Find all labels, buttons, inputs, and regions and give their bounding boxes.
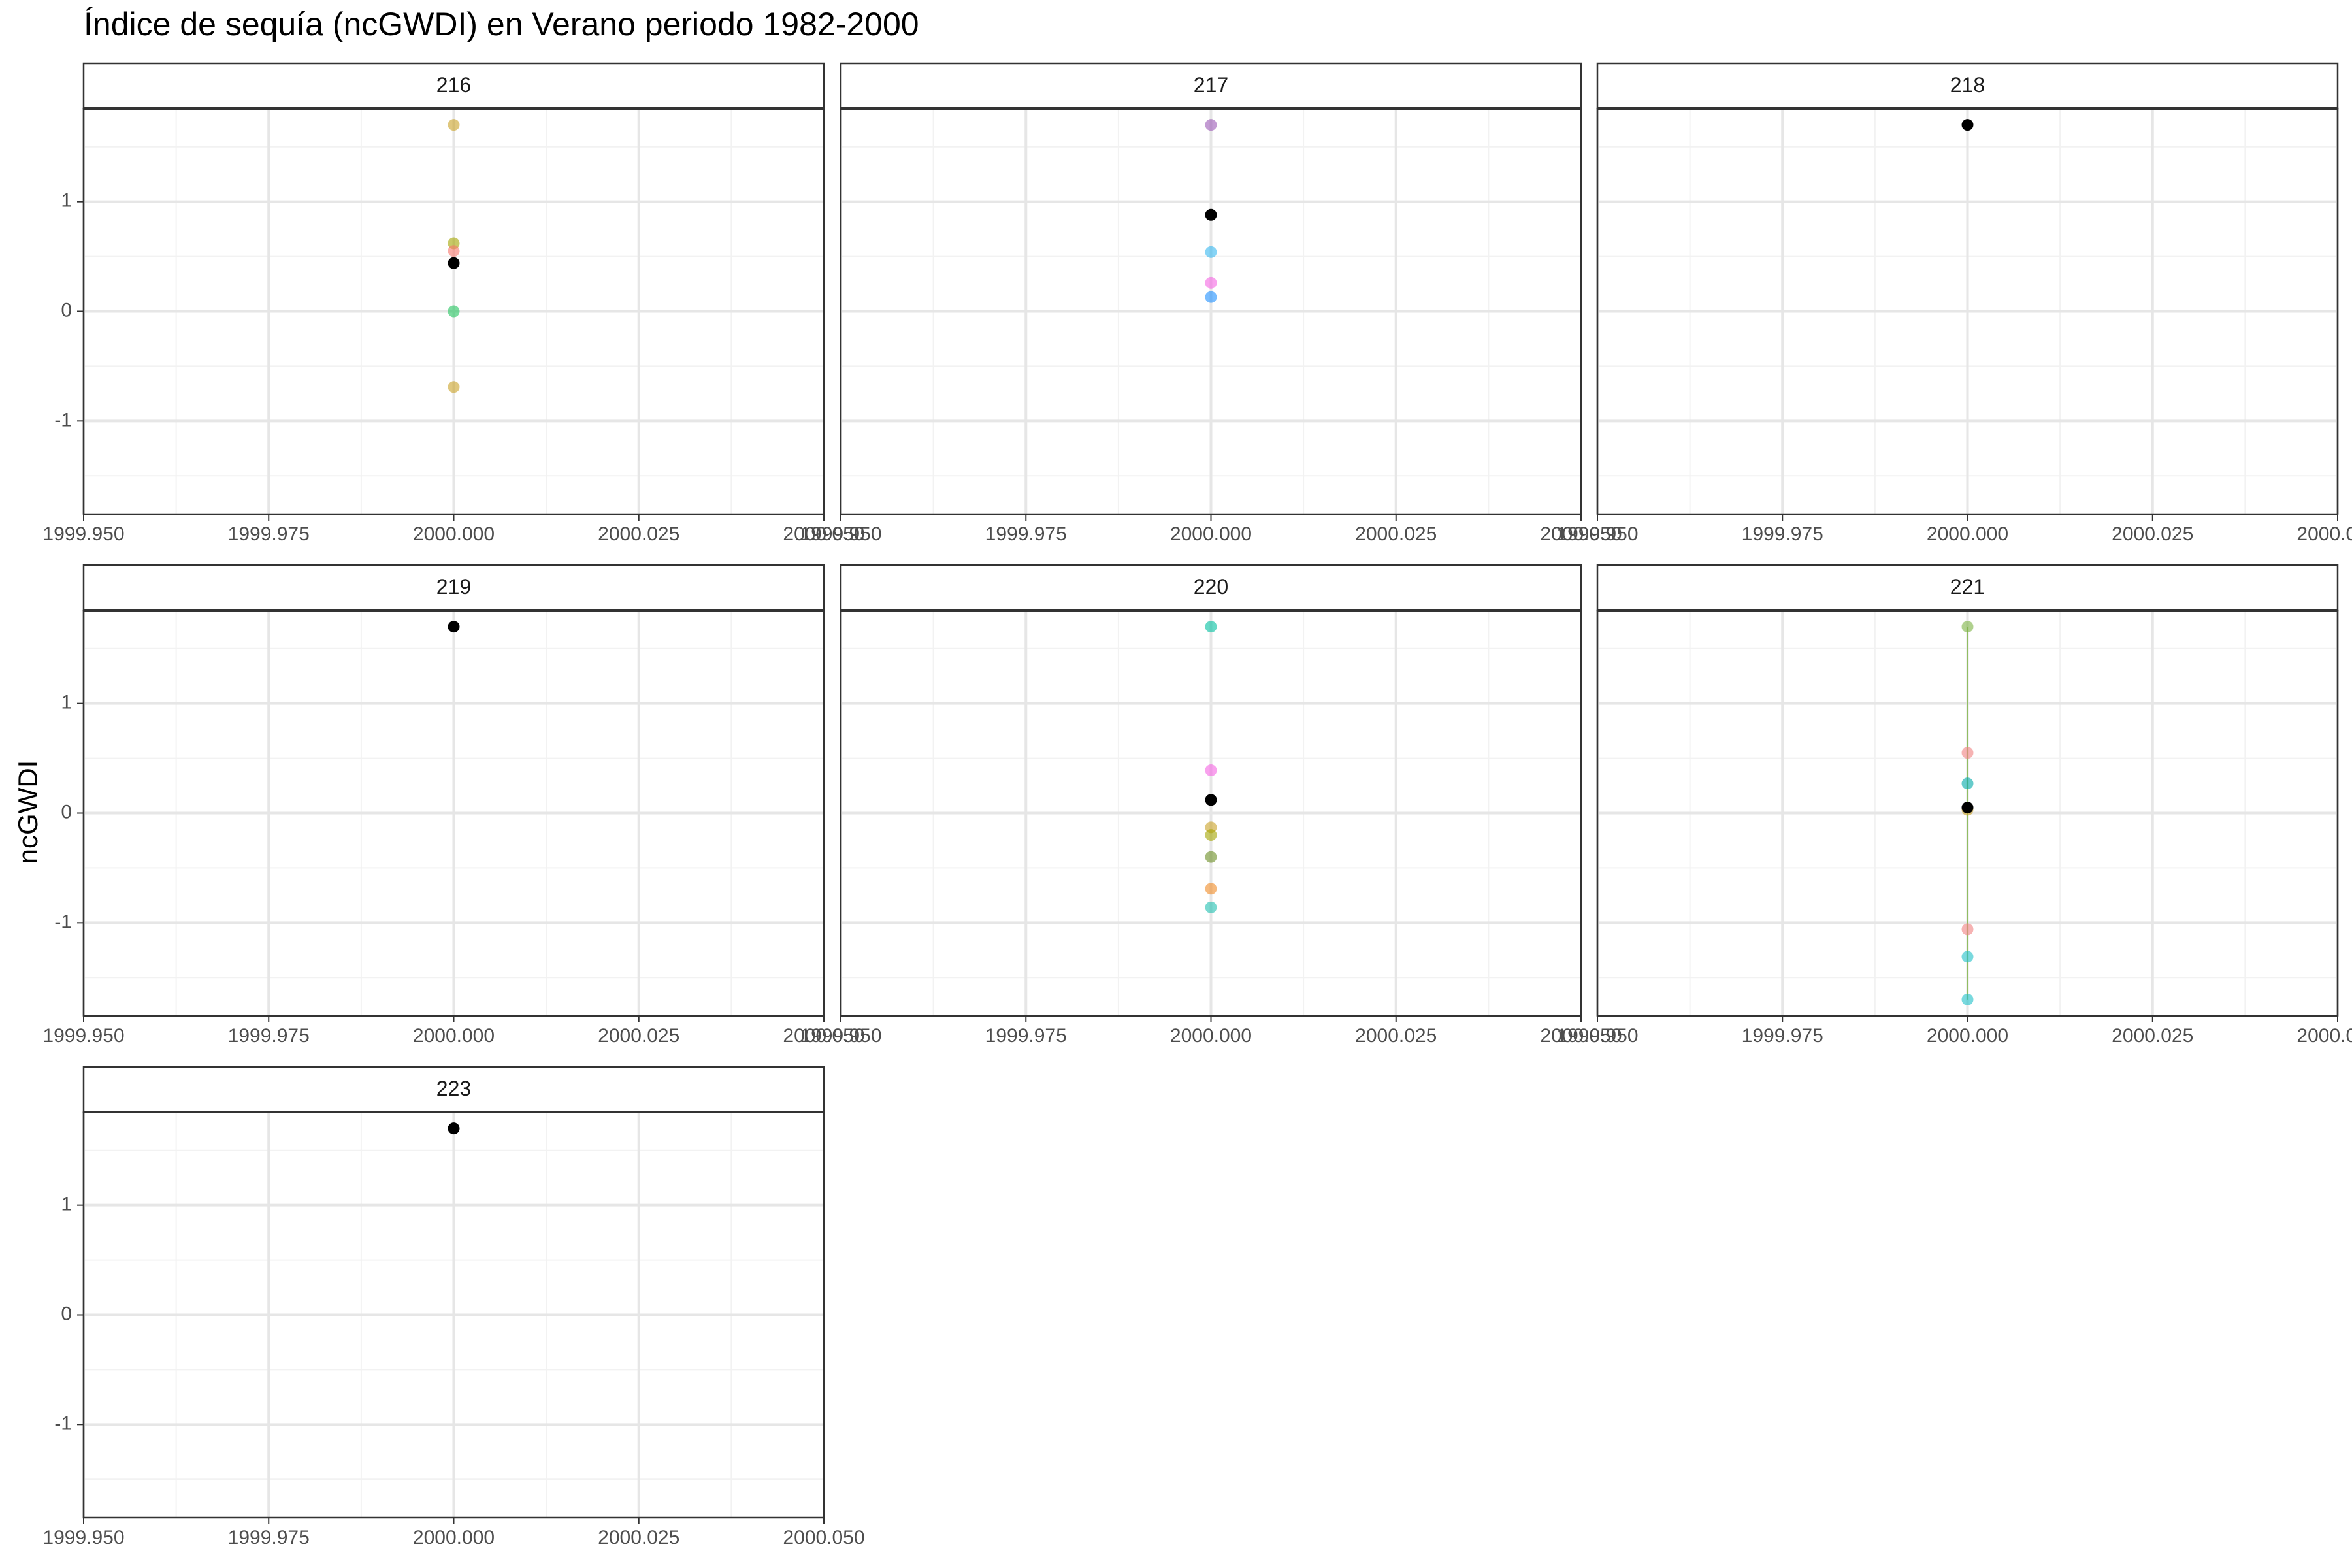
facet-panel-223: 223 1 0 -1 1999.950 1999.975 2000.000 2000.025 2…: [42, 1066, 865, 1548]
x-tick-label: 2000.000: [1170, 523, 1252, 545]
data-point: [1205, 119, 1217, 131]
x-tick-label: 2000.050: [1540, 523, 1622, 545]
x-tick-label: 1999.975: [1742, 1025, 1823, 1047]
facet-strip: [82, 62, 825, 110]
data-point: [448, 1122, 460, 1135]
x-tick-label: 2000.000: [413, 523, 495, 545]
x-tick-label: 1999.975: [1742, 523, 1823, 545]
data-point: [1961, 802, 1974, 814]
facet-strip: [82, 1066, 825, 1113]
x-tick-label: 1999.975: [985, 1025, 1067, 1047]
x-tick-label: 2000.050: [783, 523, 864, 545]
y-tick-label: 0: [61, 801, 72, 823]
data-point: [1205, 901, 1217, 913]
data-point: [1961, 951, 1974, 963]
x-tick-label: 1999.975: [228, 1527, 310, 1548]
data-point: [1205, 764, 1217, 777]
x-tick-label: 1999.975: [228, 523, 310, 545]
x-tick-label: 2000.025: [598, 1527, 679, 1548]
facet-strip: [82, 564, 825, 612]
data-point: [1205, 851, 1217, 863]
data-point: [1961, 777, 1974, 790]
x-tick-label: 2000.025: [2112, 1025, 2193, 1047]
x-tick-label: 2000.025: [1355, 1025, 1437, 1047]
x-tick-label: 2000.025: [598, 1025, 679, 1047]
x-tick-label: 2000.025: [2112, 523, 2193, 545]
facet-strip-label: 223: [436, 1077, 471, 1100]
x-tick-label: 2000.050: [2296, 1025, 2352, 1047]
x-tick-label: 1999.950: [800, 523, 881, 545]
facet-panel-217: 217 1999.950 1999.975 2000.000 2000.025 2000.…: [800, 62, 1622, 545]
facet-strip: [1596, 62, 2339, 110]
x-tick-label: 2000.000: [413, 1025, 495, 1047]
x-tick-label: 1999.950: [42, 1527, 124, 1548]
x-tick-label: 2000.050: [783, 1025, 864, 1047]
data-point: [448, 245, 460, 257]
x-tick-label: 2000.050: [1540, 1025, 1622, 1047]
facet-panel-219: 219 1 0 -1 1999.950 1999.975 2000.000 2000.025 2…: [42, 564, 865, 1047]
facet-strip: [840, 62, 1582, 110]
facet-panel-218: 218 1999.950 1999.975 2000.000 2000.025 2000.…: [1556, 62, 2352, 545]
facet-strip-label: 219: [436, 575, 471, 598]
data-point: [1961, 621, 1974, 633]
data-point: [1961, 993, 1974, 1005]
data-point: [1205, 246, 1217, 258]
x-tick-label: 2000.025: [598, 523, 679, 545]
facet-panel-221: 221 1999.950 1999.975 2000.000 2000.025 2000.…: [1556, 564, 2352, 1047]
data-point: [1205, 794, 1217, 806]
data-point: [1205, 621, 1217, 633]
x-tick-label: 2000.000: [413, 1527, 495, 1548]
data-point: [1205, 291, 1217, 303]
y-tick-label: 1: [61, 190, 72, 212]
x-tick-label: 2000.000: [1170, 1025, 1252, 1047]
x-tick-label: 1999.950: [800, 1025, 881, 1047]
facet-strip-label: 217: [1194, 73, 1228, 97]
data-point: [448, 621, 460, 633]
data-point: [1961, 747, 1974, 759]
x-tick-label: 1999.975: [985, 523, 1067, 545]
y-axis-title: ncGWDI: [12, 760, 43, 864]
data-point: [448, 381, 460, 393]
x-tick-label: 2000.000: [1927, 523, 2008, 545]
data-point: [448, 119, 460, 131]
x-tick-label: 1999.950: [42, 523, 124, 545]
data-point: [1205, 208, 1217, 221]
data-point: [448, 257, 460, 269]
y-tick-label: -1: [54, 1413, 72, 1434]
x-tick-label: 1999.950: [42, 1025, 124, 1047]
x-tick-label: 2000.025: [1355, 523, 1437, 545]
facet-panel-220: 220 1999.950 1999.975 2000.000 2000.025 2000.…: [800, 564, 1622, 1047]
data-point: [1205, 883, 1217, 895]
data-point: [1961, 923, 1974, 936]
facet-strip-label: 221: [1950, 575, 1985, 598]
y-tick-label: 1: [61, 1194, 72, 1215]
facet-strip-label: 216: [436, 73, 471, 97]
x-tick-label: 2000.050: [2296, 523, 2352, 545]
facet-strip-label: 218: [1950, 73, 1985, 97]
facet-panel-216: 216 1 0 -1 1999.950 1999.975 2000.000 2000.025 2…: [42, 62, 865, 545]
x-tick-label: 1999.975: [228, 1025, 310, 1047]
x-tick-label: 1999.950: [1556, 523, 1638, 545]
y-tick-label: 1: [61, 692, 72, 713]
data-point: [1205, 276, 1217, 289]
data-point: [448, 305, 460, 318]
data-point: [1961, 119, 1974, 131]
y-tick-label: 0: [61, 1303, 72, 1324]
x-tick-label: 2000.050: [783, 1527, 864, 1548]
y-tick-label: -1: [54, 409, 72, 431]
data-point: [1205, 829, 1217, 841]
y-tick-label: 0: [61, 299, 72, 321]
facet-strip-label: 220: [1194, 575, 1228, 598]
x-tick-label: 1999.950: [1556, 1025, 1638, 1047]
chart-title: Índice de sequía (ncGWDI) en Verano peri…: [84, 6, 919, 42]
y-tick-label: -1: [54, 911, 72, 932]
x-tick-label: 2000.000: [1927, 1025, 2008, 1047]
